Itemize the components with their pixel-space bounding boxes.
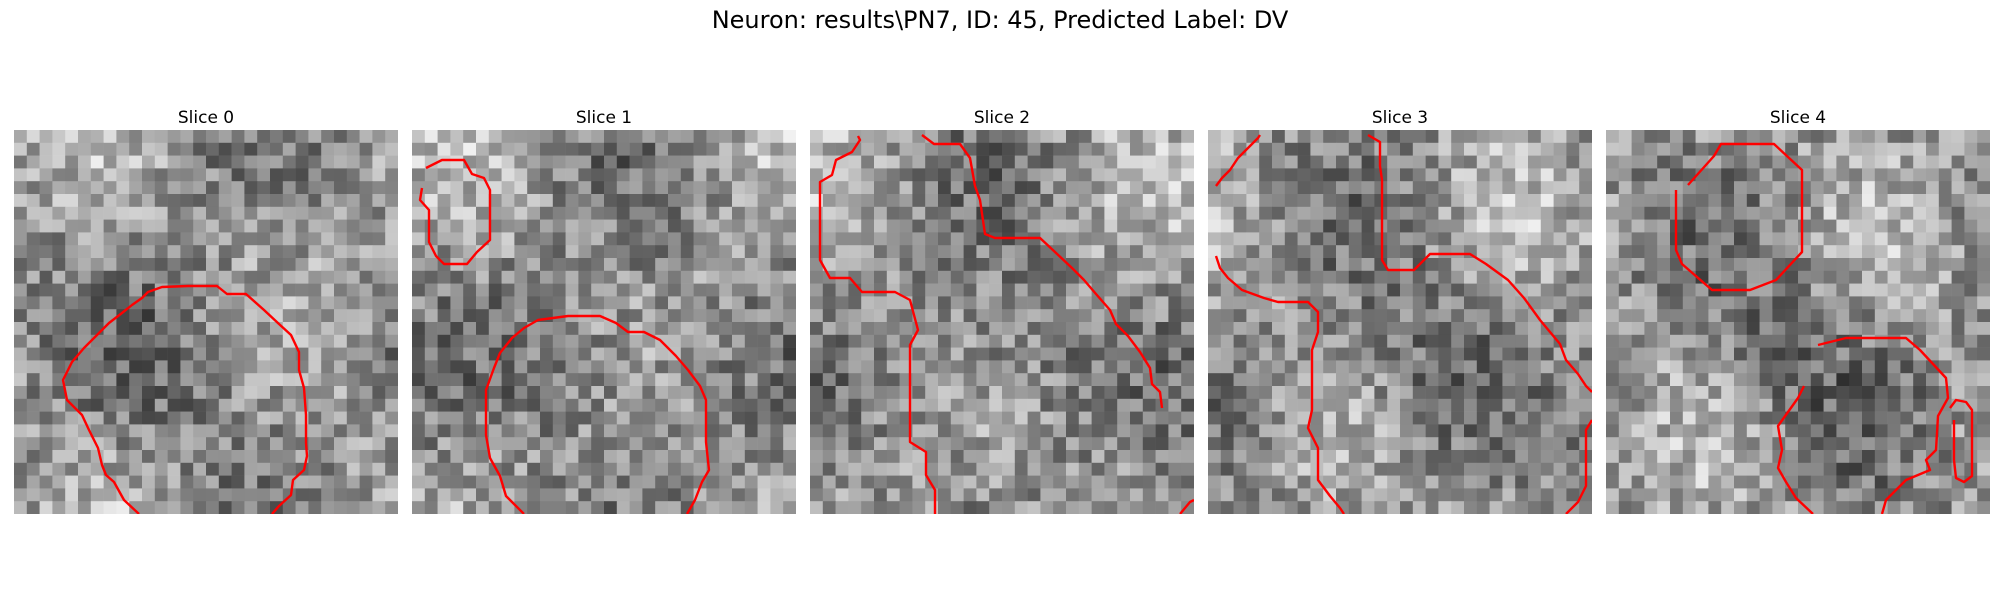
slice-panel-4: Slice 4 [1606, 106, 1990, 514]
segmentation-contour [418, 158, 492, 266]
segmentation-contour [484, 314, 711, 514]
slice-panel-3: Slice 3 [1208, 106, 1592, 514]
segmentation-contour [1674, 142, 1804, 292]
slice-panel-0: Slice 0 [14, 106, 398, 514]
slice-panel-1: Slice 1 [412, 106, 796, 514]
segmentation-contour [921, 134, 1164, 409]
slice-title: Slice 3 [1371, 108, 1429, 128]
slice-image [14, 130, 398, 514]
slice-title: Slice 0 [177, 108, 235, 128]
segmentation-contour [1215, 134, 1261, 187]
slice-image [1208, 130, 1592, 514]
segmentation-contour [1179, 498, 1194, 514]
pixel-grid [14, 130, 398, 514]
slice-image [810, 130, 1194, 514]
segmentation-contour [61, 284, 309, 514]
segmentation-contour [1214, 255, 1345, 514]
pixel-grid [412, 130, 796, 514]
slice-image [412, 130, 796, 514]
slice-title: Slice 1 [575, 108, 633, 128]
slice-image [1606, 130, 1990, 514]
segmentation-contour [1817, 336, 1950, 514]
segmentation-contour [1367, 133, 1592, 393]
segmentation-contour [818, 135, 937, 514]
figure-title: Neuron: results\PN7, ID: 45, Predicted L… [711, 6, 1289, 34]
pixel-grid [1208, 130, 1592, 514]
segmentation-contour [1949, 398, 1974, 484]
slice-panel-2: Slice 2 [810, 106, 1194, 514]
segmentation-contour [1565, 419, 1592, 514]
slice-title: Slice 4 [1769, 108, 1827, 128]
segmentation-contour [1776, 385, 1814, 514]
pixel-grid [1606, 130, 1990, 514]
slice-title: Slice 2 [973, 108, 1031, 128]
pixel-grid [810, 130, 1194, 514]
